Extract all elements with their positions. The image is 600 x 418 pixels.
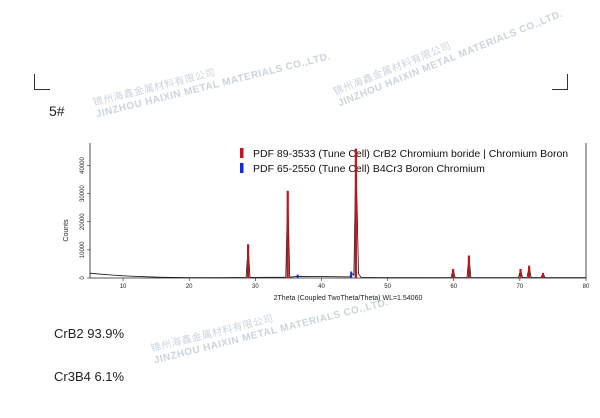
legend-entry-label: PDF 65-2550 (Tune Cell) B4Cr3 Boron Chro… [253,163,485,175]
x-tick-label: 20 [186,284,193,290]
y-tick-label: 10000 [80,241,86,258]
legend-entry-label: PDF 89-3533 (Tune Cell) CrB2 Chromium bo… [253,148,568,160]
crop-mark-top-left-h [34,89,50,90]
x-tick-label: 40 [318,284,325,290]
legend-box [228,140,582,180]
result-cr3b4: Cr3B4 6.1% [54,369,125,384]
legend-swatch [240,163,244,173]
crop-mark-top-right-v [567,74,568,90]
y-tick-label: 40000 [80,156,86,173]
x-axis-label: 2Theta (Coupled TwoTheta/Theta) WL=1.540… [274,295,423,302]
y-axis-label: Counts [63,219,70,242]
legend: PDF 89-3533 (Tune Cell) CrB2 Chromium bo… [228,140,582,180]
x-tick-label: 50 [384,284,391,290]
result-crb2: CrB2 93.9% [54,326,125,341]
y-tick-label: 20000 [80,213,86,230]
reference-lines [246,148,545,278]
y-tick-label: 0 [80,276,86,280]
x-tick-label: 10 [120,284,127,290]
sample-id: 5# [49,103,65,119]
x-tick-label: 60 [450,284,457,290]
x-tick-label: 80 [583,284,590,290]
crop-mark-top-right-h [552,89,568,90]
y-tick-label: 30000 [80,185,86,202]
x-tick-label: 70 [517,284,524,290]
x-tick-label: 30 [252,284,259,290]
legend-swatch [240,148,244,158]
crop-mark-top-left-v [34,74,35,90]
